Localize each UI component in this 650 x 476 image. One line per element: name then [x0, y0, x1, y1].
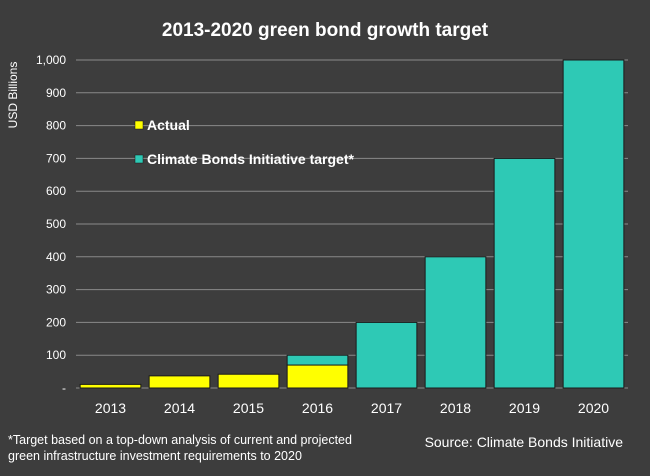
source-note: Source: Climate Bonds Initiative [425, 434, 624, 450]
x-tick-label: 2018 [440, 400, 471, 416]
x-tick-label: 2019 [509, 400, 540, 416]
bar-2017-target [355, 321, 418, 389]
bars [79, 59, 625, 389]
bar-2019-target [493, 157, 556, 389]
y-tick-label: 200 [46, 315, 66, 329]
y-tick-label: 800 [46, 119, 66, 133]
bar-2020-target [562, 59, 625, 389]
bar-2013-actual [79, 383, 142, 389]
x-tick-labels: 2013 2014 2015 2016 2017 2018 2019 2020 [95, 400, 609, 416]
y-tick-label: 500 [46, 217, 66, 231]
y-axis-label: USD Billions [6, 62, 20, 129]
y-tick-label: 600 [46, 184, 66, 198]
bar-2014-actual [148, 375, 211, 389]
x-tick-label: 2014 [164, 400, 195, 416]
x-tick-label: 2015 [233, 400, 264, 416]
x-tick-label: 2020 [578, 400, 609, 416]
bar-2016-target [286, 354, 349, 366]
y-tick-label: 1,000 [36, 53, 66, 67]
y-tick-label: 400 [46, 250, 66, 264]
x-tick-label: 2016 [302, 400, 333, 416]
legend-label: Actual [147, 117, 190, 133]
x-tick-label: 2013 [95, 400, 126, 416]
bar-2016-actual [286, 364, 349, 389]
legend-swatch [134, 120, 144, 130]
bar-2018-target [424, 256, 487, 389]
y-tick-label: 100 [46, 348, 66, 362]
y-tick-label: 700 [46, 151, 66, 165]
y-tick-label: 900 [46, 86, 66, 100]
y-tick-labels: - 100 200 300 400 500 600 700 800 900 1,000 [36, 53, 66, 395]
footnote-line-1: *Target based on a top-down analysis of … [8, 433, 352, 447]
legend: Actual Climate Bonds Initiative target* [134, 117, 354, 167]
y-tick-label: - [62, 381, 66, 395]
legend-label: Climate Bonds Initiative target* [147, 151, 354, 167]
y-tick-label: 300 [46, 283, 66, 297]
chart-title: 2013-2020 green bond growth target [162, 20, 489, 41]
bar-2015-actual [217, 373, 280, 389]
legend-swatch [134, 154, 144, 164]
x-tick-label: 2017 [371, 400, 402, 416]
footnote-line-2: green infrastructure investment requirem… [8, 449, 302, 463]
